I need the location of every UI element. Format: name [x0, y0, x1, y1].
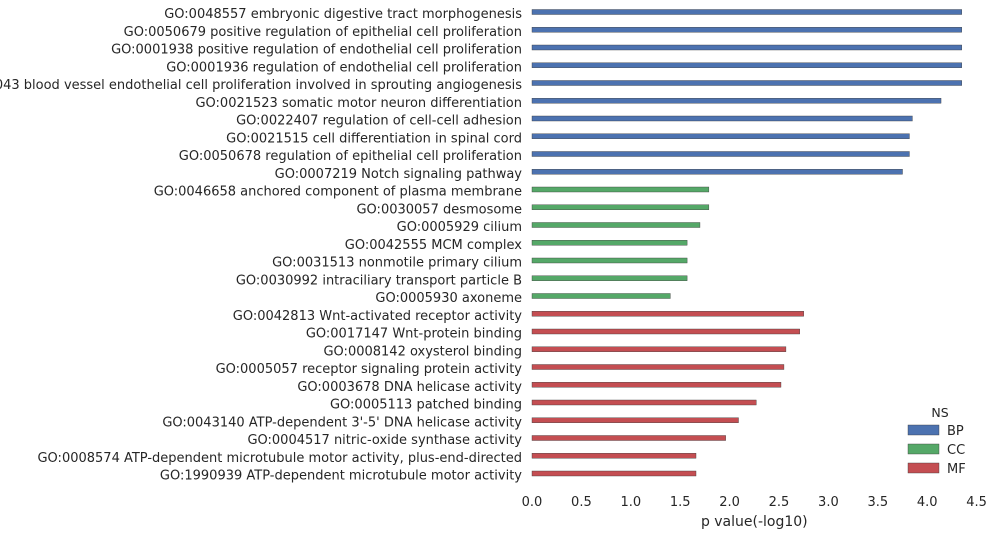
category-label: GO:0005057 receptor signaling protein ac…	[216, 362, 523, 377]
legend: NS BP CC MF	[907, 405, 966, 477]
category-label: GO:0042555 MCM complex	[345, 238, 523, 253]
bar-mf-23	[531, 417, 739, 423]
bar-bp-0	[531, 9, 962, 15]
bar-mf-17	[531, 311, 804, 317]
category-label: GO:0022407 regulation of cell-cell adhes…	[236, 114, 522, 129]
category-label: GO:0030992 intraciliary transport partic…	[236, 273, 522, 288]
category-label: GO:0048557 embryonic digestive tract mor…	[164, 7, 522, 22]
category-label: GO:0043140 ATP-dependent 3'-5' DNA helic…	[162, 415, 522, 430]
bar-bp-3	[531, 62, 962, 68]
category-label: GO:0017147 Wnt-protein binding	[306, 327, 522, 342]
category-label: GO:0021523 somatic motor neuron differen…	[195, 96, 522, 111]
category-label: GO:0005930 axoneme	[375, 291, 522, 306]
x-tick-label: 2.0	[719, 495, 740, 510]
legend-title: NS	[931, 405, 948, 420]
category-label: GO:0008142 oxysterol binding	[323, 344, 522, 359]
bar-mf-25	[531, 453, 697, 459]
category-label: GO:0021515 cell differentiation in spina…	[226, 131, 522, 146]
category-label: GO:0001936 regulation of endothelial cel…	[166, 60, 522, 75]
bars-group	[531, 9, 962, 477]
x-tick-label: 4.5	[966, 495, 987, 510]
category-label: GO:0030057 desmosome	[356, 202, 522, 217]
legend-swatch-cc	[907, 443, 940, 455]
x-tick-labels-group: 0.0 0.5 1.0 1.5 2.0 2.5 3.0 3.5 4.0 4.5	[522, 495, 987, 510]
category-label: GO:0050679 positive regulation of epithe…	[124, 25, 522, 40]
bar-cc-16	[531, 293, 671, 299]
category-label: GO:0042813 Wnt-activated receptor activi…	[233, 309, 523, 324]
category-label: GO:0005113 patched binding	[330, 398, 522, 413]
category-label: GO:0050678 regulation of epithelial cell…	[179, 149, 522, 164]
category-label: GO:0007219 Notch signaling pathway	[275, 167, 523, 182]
bar-mf-18	[531, 328, 800, 335]
bar-mf-20	[531, 364, 785, 370]
category-label: GO:0002043 blood vessel endothelial cell…	[0, 78, 522, 93]
x-tick-label: 4.0	[917, 495, 938, 510]
category-label: GO:0001938 positive regulation of endoth…	[111, 43, 522, 58]
bar-cc-10	[531, 186, 710, 193]
x-tick-label: 3.5	[867, 495, 888, 510]
bar-bp-8	[531, 151, 910, 157]
bar-cc-15	[531, 275, 688, 281]
category-labels-group: GO:0048557 embryonic digestive tract mor…	[0, 7, 522, 484]
x-tick-label: 0.0	[522, 495, 543, 510]
bar-cc-11	[531, 204, 710, 210]
bar-cc-13	[531, 240, 688, 246]
x-tick-label: 0.5	[571, 495, 592, 510]
bar-cc-12	[531, 222, 701, 228]
bar-bp-2	[531, 44, 962, 51]
bar-cc-14	[531, 257, 688, 264]
category-label: GO:0046658 anchored component of plasma …	[154, 185, 522, 200]
bar-bp-1	[531, 27, 962, 33]
legend-label-bp: BP	[947, 424, 964, 439]
category-label: GO:0005929 cilium	[397, 220, 522, 235]
legend-label-mf: MF	[947, 462, 966, 477]
x-tick-label: 2.5	[769, 495, 790, 510]
bar-bp-6	[531, 115, 913, 122]
bar-mf-26	[531, 470, 697, 477]
category-label: GO:1990939 ATP-dependent microtubule mot…	[160, 469, 522, 484]
category-label: GO:0008574 ATP-dependent microtubule mot…	[37, 451, 522, 466]
x-tick-label: 3.0	[818, 495, 839, 510]
category-label: GO:0031513 nonmotile primary cilium	[272, 256, 522, 271]
x-axis-label: p value(-log10)	[701, 514, 808, 530]
bar-bp-4	[531, 80, 962, 86]
legend-swatch-bp	[907, 424, 940, 436]
legend-swatch-mf	[907, 462, 940, 474]
x-tick-label: 1.0	[620, 495, 641, 510]
bar-mf-19	[531, 346, 787, 352]
bar-bp-9	[531, 169, 903, 175]
bar-mf-21	[531, 382, 782, 388]
bar-bp-5	[531, 98, 942, 104]
category-label: GO:0003678 DNA helicase activity	[297, 380, 522, 395]
legend-label-cc: CC	[947, 443, 965, 458]
category-label: GO:0004517 nitric-oxide synthase activit…	[247, 433, 522, 448]
x-tick-label: 1.5	[670, 495, 691, 510]
bar-mf-24	[531, 435, 726, 441]
bar-bp-7	[531, 133, 910, 139]
bar-mf-22	[531, 399, 757, 406]
